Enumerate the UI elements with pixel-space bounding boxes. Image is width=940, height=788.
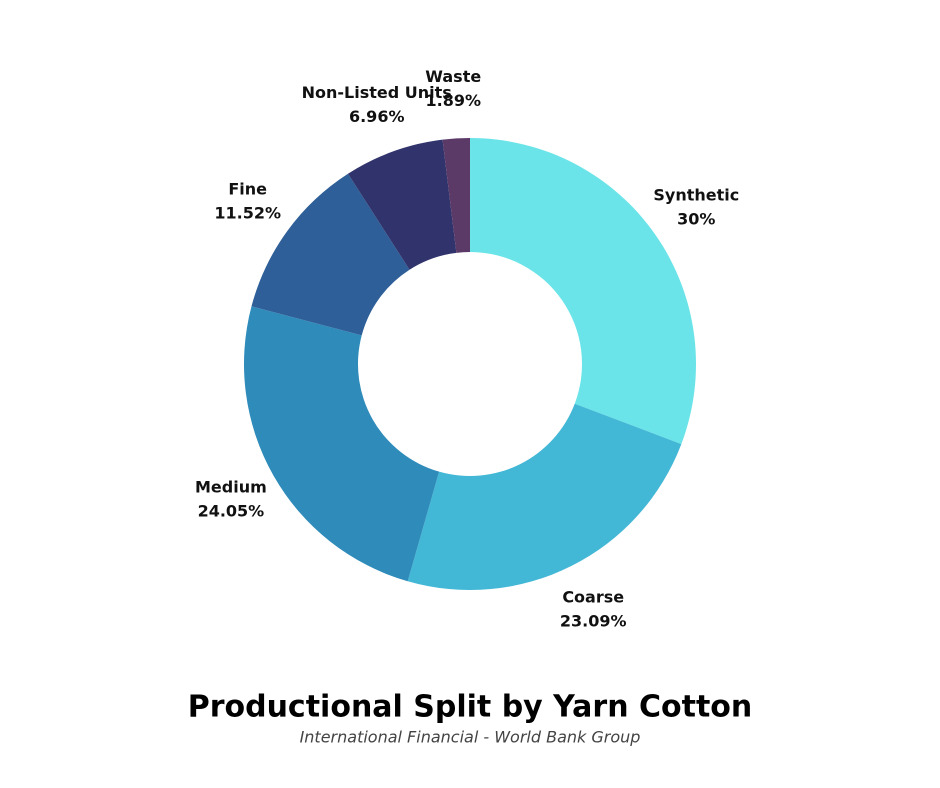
donut-segment <box>442 138 470 253</box>
segment-value: 6.96% <box>349 107 405 126</box>
segment-label: Non-Listed Units <box>302 83 452 102</box>
segment-label: Fine <box>228 180 267 199</box>
donut-segment <box>251 173 410 336</box>
chart-title: Productional Split by Yarn Cotton <box>188 690 753 725</box>
segment-label: Medium <box>195 477 267 496</box>
segment-label: Waste <box>425 67 481 86</box>
segment-value: 24.05% <box>198 501 265 520</box>
segment-label: Coarse <box>562 587 624 606</box>
donut-segment <box>243 306 440 582</box>
segment-value: 23.09% <box>560 611 627 630</box>
segment-value: 11.52% <box>214 204 281 223</box>
donut-segment <box>347 139 457 270</box>
donut-segment <box>407 403 682 590</box>
segment-value: 1.89% <box>426 91 482 110</box>
segment-value: 30% <box>677 209 715 228</box>
segment-label: Synthetic <box>653 185 739 204</box>
chart-subtitle: International Financial - World Bank Gro… <box>300 728 641 747</box>
donut-segment <box>470 138 696 445</box>
